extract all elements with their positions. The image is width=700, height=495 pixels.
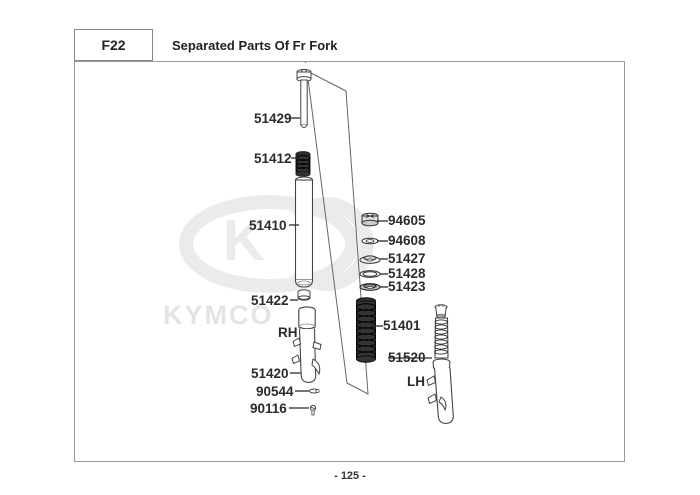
svg-text:51412: 51412 (254, 151, 292, 166)
svg-text:51401: 51401 (383, 318, 421, 333)
svg-text:90544: 90544 (256, 384, 294, 399)
svg-text:51422: 51422 (251, 293, 289, 308)
svg-text:94605: 94605 (388, 213, 426, 228)
svg-text:94608: 94608 (388, 233, 426, 248)
svg-text:51423: 51423 (388, 279, 426, 294)
svg-text:51410: 51410 (249, 218, 287, 233)
svg-text:51520: 51520 (388, 350, 426, 365)
svg-text:90116: 90116 (250, 401, 287, 416)
svg-text:RH: RH (278, 325, 298, 340)
svg-text:51429: 51429 (254, 111, 292, 126)
svg-text:51420: 51420 (251, 366, 289, 381)
svg-text:51427: 51427 (388, 251, 426, 266)
svg-text:LH: LH (407, 374, 425, 389)
